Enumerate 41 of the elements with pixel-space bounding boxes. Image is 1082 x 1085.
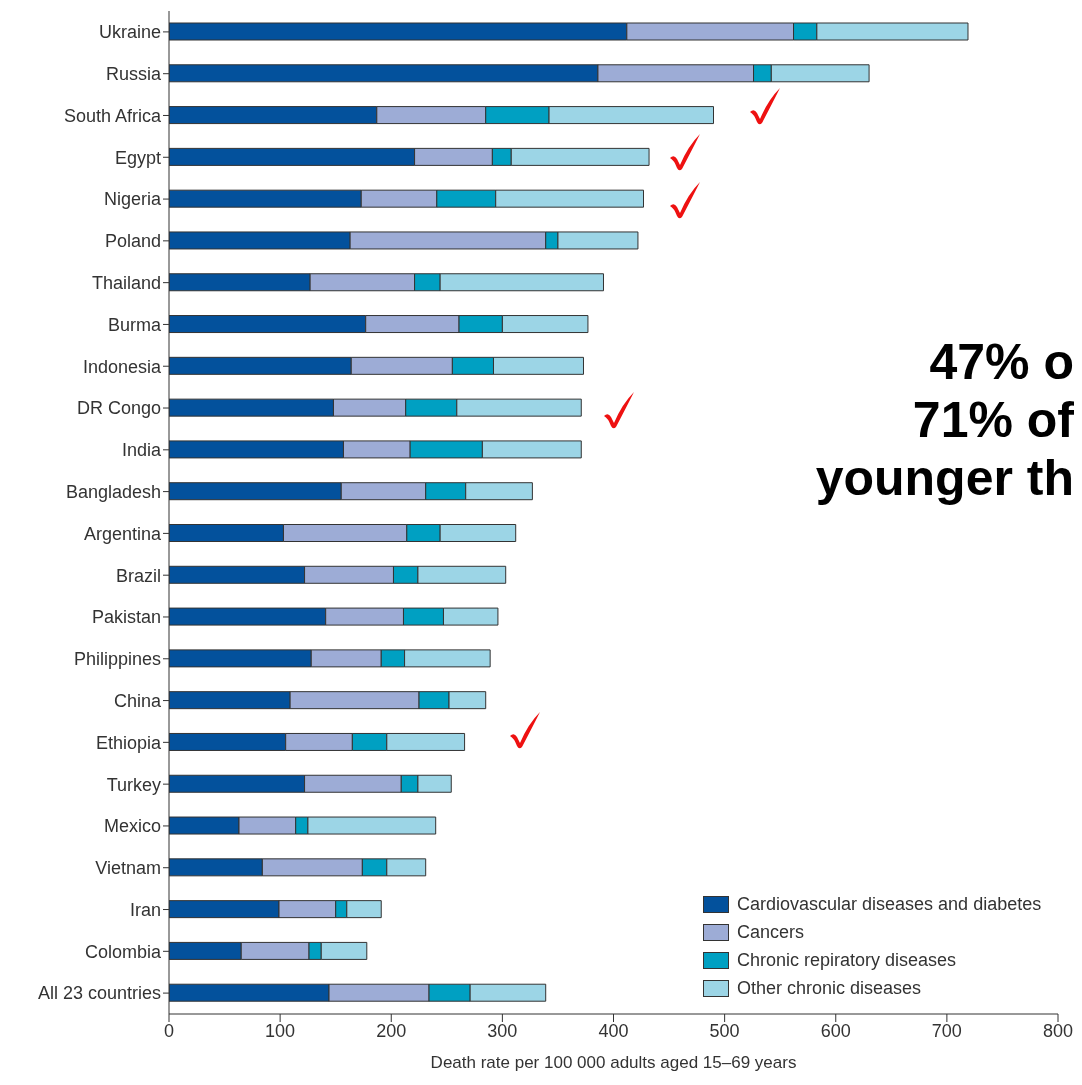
y-tick-label: Argentina: [83, 523, 162, 544]
x-tick-label: 400: [598, 1020, 629, 1041]
y-tick-label: Russia: [105, 64, 162, 85]
y-tick-label: India: [121, 440, 162, 461]
x-tick-label: 100: [265, 1020, 296, 1041]
annotation: 47% o: [928, 333, 1074, 391]
y-tick-label: Indonesia: [82, 356, 162, 377]
y-tick-label: Egypt: [114, 147, 161, 168]
x-tick-label: 700: [931, 1020, 962, 1041]
legend-label: Cardiovascular diseases and diabetes: [737, 893, 1042, 915]
y-tick-label: Pakistan: [91, 607, 161, 628]
y-tick-label: South Africa: [63, 105, 162, 126]
y-tick-label: Bangladesh: [65, 481, 161, 502]
y-tick-label: Thailand: [91, 273, 161, 294]
y-tick-label: Burma: [107, 314, 162, 335]
y-tick-label: Poland: [104, 231, 161, 252]
x-tick-label: 200: [376, 1020, 407, 1041]
y-tick-label: China: [113, 690, 162, 711]
x-axis-title: Death rate per 100 000 adults aged 15–69 years: [430, 1053, 797, 1072]
x-tick-label: 600: [820, 1020, 851, 1041]
y-tick-label: Colombia: [84, 941, 162, 962]
legend-label: Other chronic diseases: [737, 977, 922, 999]
x-tick-label: 500: [709, 1020, 740, 1041]
y-tick-label: All 23 countries: [37, 983, 161, 1004]
y-tick-label: Ethiopia: [95, 732, 162, 753]
annotation: younger th: [814, 449, 1074, 507]
legend-label: Cancers: [737, 921, 805, 943]
y-tick-label: Ukraine: [98, 22, 161, 43]
x-tick-label: 800: [1042, 1020, 1074, 1041]
y-tick-label: Iran: [129, 899, 161, 920]
annotation: 71% of: [911, 391, 1074, 449]
x-tick-label: 0: [163, 1020, 175, 1041]
x-tick-label: 300: [487, 1020, 518, 1041]
y-tick-label: Nigeria: [103, 189, 162, 210]
y-tick-label: Vietnam: [95, 858, 161, 879]
legend-label: Chronic repiratory diseases: [737, 949, 957, 971]
y-tick-label: DR Congo: [76, 398, 161, 419]
y-tick-label: Mexico: [103, 816, 161, 837]
y-tick-label: Turkey: [106, 774, 161, 795]
y-tick-label: Philippines: [73, 649, 161, 670]
y-tick-label: Brazil: [115, 565, 161, 586]
